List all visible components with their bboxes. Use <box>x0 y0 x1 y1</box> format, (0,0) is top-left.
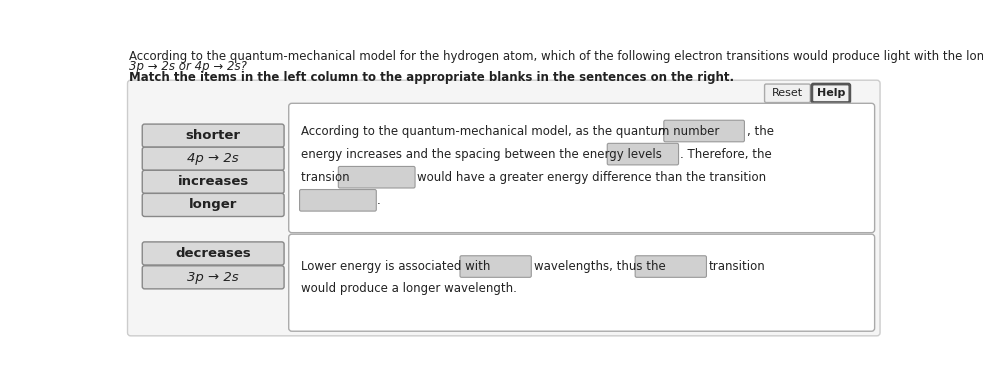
FancyBboxPatch shape <box>338 166 415 188</box>
Text: wavelengths, thus the: wavelengths, thus the <box>534 260 669 273</box>
Text: 3p → 2s or 4p → 2s?: 3p → 2s or 4p → 2s? <box>129 60 247 73</box>
FancyBboxPatch shape <box>143 193 284 217</box>
Text: Match the items in the left column to the appropriate blanks in the sentences on: Match the items in the left column to th… <box>129 71 734 84</box>
Text: Reset: Reset <box>772 88 803 98</box>
FancyBboxPatch shape <box>289 234 875 331</box>
Text: transition: transition <box>709 260 766 273</box>
FancyBboxPatch shape <box>143 147 284 170</box>
Text: energy increases and the spacing between the energy levels: energy increases and the spacing between… <box>301 147 665 161</box>
Text: decreases: decreases <box>175 247 251 260</box>
Text: .: . <box>377 194 380 207</box>
FancyBboxPatch shape <box>812 84 850 103</box>
Text: would have a greater energy difference than the transition: would have a greater energy difference t… <box>418 171 767 184</box>
Text: Help: Help <box>817 88 845 98</box>
FancyBboxPatch shape <box>289 103 875 233</box>
Text: Lower energy is associated with: Lower energy is associated with <box>301 260 494 273</box>
Text: 4p → 2s: 4p → 2s <box>188 152 239 165</box>
Text: would produce a longer wavelength.: would produce a longer wavelength. <box>301 282 517 295</box>
Text: According to the quantum-mechanical model for the hydrogen atom, which of the fo: According to the quantum-mechanical mode… <box>129 50 983 63</box>
FancyBboxPatch shape <box>460 256 531 277</box>
FancyBboxPatch shape <box>664 120 744 142</box>
Text: n: n <box>658 125 665 137</box>
FancyBboxPatch shape <box>607 143 678 165</box>
Text: longer: longer <box>189 198 237 212</box>
FancyBboxPatch shape <box>765 84 810 103</box>
Text: . Therefore, the: . Therefore, the <box>680 147 772 161</box>
FancyBboxPatch shape <box>143 266 284 289</box>
FancyBboxPatch shape <box>635 256 707 277</box>
FancyBboxPatch shape <box>143 124 284 147</box>
Text: transion: transion <box>301 171 354 184</box>
FancyBboxPatch shape <box>143 170 284 193</box>
Text: shorter: shorter <box>186 129 241 142</box>
Text: 3p → 2s: 3p → 2s <box>188 271 239 284</box>
FancyBboxPatch shape <box>300 190 376 211</box>
Text: increases: increases <box>178 175 249 188</box>
FancyBboxPatch shape <box>143 242 284 265</box>
FancyBboxPatch shape <box>128 80 880 336</box>
Text: , the: , the <box>747 125 774 137</box>
Text: According to the quantum-mechanical model, as the quantum number: According to the quantum-mechanical mode… <box>301 125 723 137</box>
